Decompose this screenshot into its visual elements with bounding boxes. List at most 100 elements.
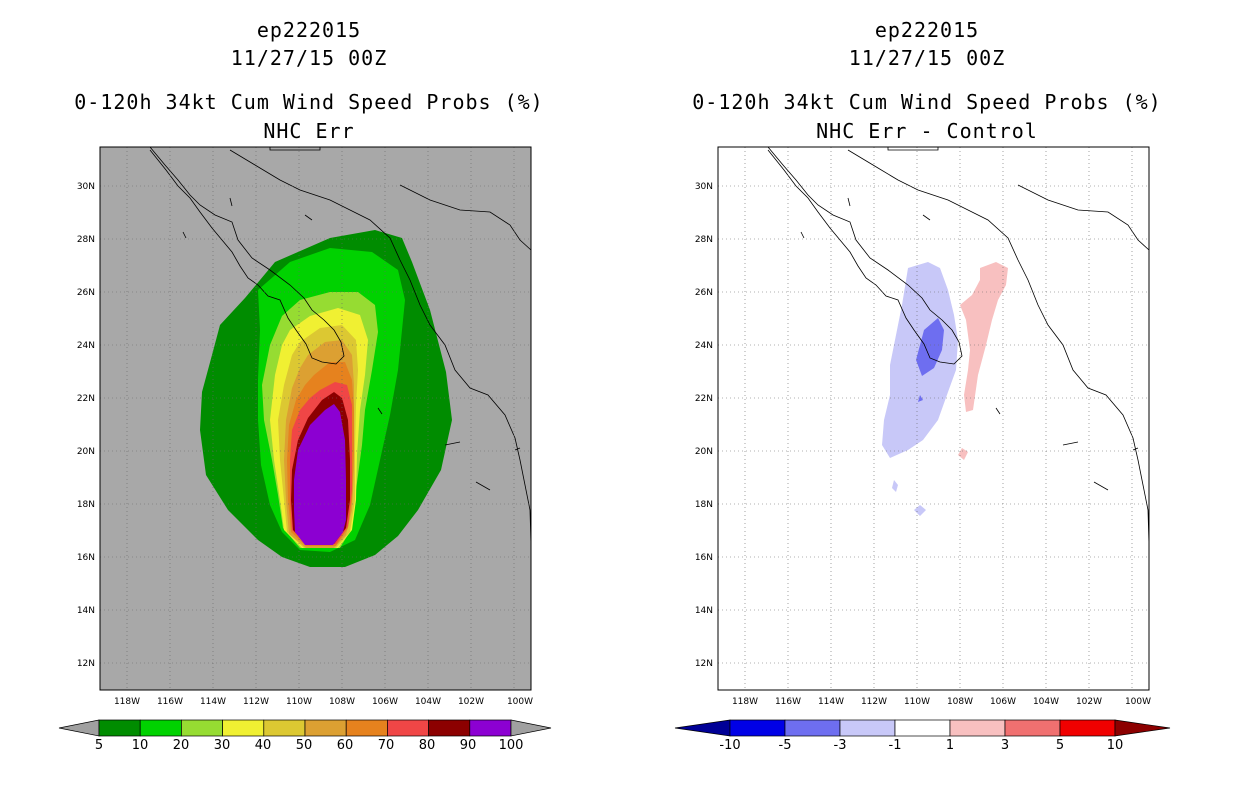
lon-label: 108W <box>947 697 973 707</box>
gulf-coastline <box>399 184 531 251</box>
lon-label: 116W <box>157 697 183 707</box>
colorbar-label: 5 <box>95 738 103 753</box>
plot-subtitle: NHC Err <box>263 119 355 143</box>
colorbar-label: -3 <box>834 738 847 753</box>
storm-id: ep222015 <box>874 18 980 42</box>
colorbar-swatch <box>345 719 388 737</box>
lon-label: 108W <box>329 697 355 707</box>
colorbar-swatch <box>98 719 141 737</box>
lat-label: 22N <box>77 394 95 404</box>
diff-pos-1 <box>958 262 1008 460</box>
colorbar-swatch <box>1059 719 1116 737</box>
lon-label: 118W <box>732 697 758 707</box>
lat-label: 18N <box>77 500 95 510</box>
left-panel: ep222015 11/27/15 00Z 0-120h 34kt Cum Wi… <box>58 18 552 753</box>
colorbar-label: 10 <box>1107 738 1124 753</box>
colorbar-swatch <box>949 719 1006 737</box>
colorbar-swatch <box>181 719 223 737</box>
lat-label: 24N <box>695 341 713 351</box>
colorbar-swatch <box>784 719 841 737</box>
lat-label: 20N <box>695 447 713 457</box>
colorbar-swatch <box>222 719 265 737</box>
colorbar-label: 1 <box>946 738 954 753</box>
lat-label: 26N <box>695 288 713 298</box>
colorbar-swatch <box>839 719 896 737</box>
colorbar-swatch <box>894 719 951 737</box>
datetime: 11/27/15 00Z <box>848 46 1006 70</box>
probability-map: 118W 116W 114W 112W 110W 108W 106W 104W … <box>58 146 552 753</box>
lat-label: 28N <box>695 235 713 245</box>
colorbar-label: 60 <box>337 738 354 753</box>
lon-label: 114W <box>818 697 844 707</box>
plot-title: 0-120h 34kt Cum Wind Speed Probs (%) <box>692 90 1162 114</box>
right-panel: ep222015 11/27/15 00Z 0-120h 34kt Cum Wi… <box>618 0 1236 800</box>
grid-lines <box>100 147 531 690</box>
colorbar-swatch <box>1004 719 1061 737</box>
colorbar-label: 100 <box>499 738 524 753</box>
colorbar-label: 70 <box>378 738 395 753</box>
lon-label: 104W <box>1033 697 1059 707</box>
border-line <box>887 147 939 151</box>
difference-map: 118W 116W 114W 112W 110W 108W 106W 104W … <box>674 146 1171 753</box>
lon-tick-labels: 118W 116W 114W 112W 110W 108W 106W 104W … <box>114 697 533 707</box>
border-line <box>269 147 321 151</box>
lon-label: 110W <box>286 697 312 707</box>
colorbar-swatch <box>387 719 429 737</box>
colorbar-swatch <box>304 719 347 737</box>
colorbar-label: 5 <box>1056 738 1064 753</box>
lon-label: 106W <box>990 697 1016 707</box>
lon-label: 114W <box>200 697 226 707</box>
baja-coastline <box>149 147 345 365</box>
lon-label: 100W <box>507 697 533 707</box>
storm-id: ep222015 <box>256 18 362 42</box>
lat-label: 14N <box>695 606 713 616</box>
gulf-coastline <box>1017 184 1149 251</box>
lat-label: 16N <box>77 553 95 563</box>
lat-tick-labels: 30N 28N 26N 24N 22N 20N 18N 16N 14N 12N <box>77 182 95 669</box>
lat-label: 26N <box>77 288 95 298</box>
lat-label: 30N <box>77 182 95 192</box>
islands <box>182 197 521 491</box>
colorbar-label: 30 <box>214 738 231 753</box>
colorbar-swatch <box>428 719 471 737</box>
grid-lines <box>718 147 1149 690</box>
colorbar-end-high <box>1114 719 1171 737</box>
lon-label: 110W <box>904 697 930 707</box>
colorbar-labels: -10 -5 -3 -1 1 3 5 10 <box>719 738 1123 753</box>
baja-coastline <box>767 147 963 365</box>
lat-label: 16N <box>695 553 713 563</box>
colorbar <box>58 719 552 737</box>
diff-neg-5 <box>916 318 944 402</box>
colorbar-end-low <box>58 719 100 737</box>
lat-label: 12N <box>77 659 95 669</box>
lat-label: 30N <box>695 182 713 192</box>
lon-label: 112W <box>861 697 887 707</box>
lon-label: 102W <box>1076 697 1102 707</box>
colorbar-label: -5 <box>779 738 792 753</box>
colorbar-labels: 5 10 20 30 40 50 60 70 80 90 100 <box>95 738 524 753</box>
colorbar-label: 50 <box>296 738 313 753</box>
plot-title: 0-120h 34kt Cum Wind Speed Probs (%) <box>74 90 544 114</box>
lon-label: 116W <box>775 697 801 707</box>
lon-label: 112W <box>243 697 269 707</box>
colorbar-swatch <box>263 719 306 737</box>
lat-label: 14N <box>77 606 95 616</box>
lat-label: 18N <box>695 500 713 510</box>
lat-label: 20N <box>77 447 95 457</box>
colorbar-label: 20 <box>173 738 190 753</box>
colorbar-swatch <box>469 719 512 737</box>
lat-tick-labels: 30N 28N 26N 24N 22N 20N 18N 16N 14N 12N <box>695 182 713 669</box>
lon-label: 102W <box>458 697 484 707</box>
colorbar-label: -10 <box>719 738 740 753</box>
lon-label: 100W <box>1125 697 1151 707</box>
datetime: 11/27/15 00Z <box>230 46 388 70</box>
colorbar-label: 3 <box>1001 738 1009 753</box>
lon-tick-labels: 118W 116W 114W 112W 110W 108W 106W 104W … <box>732 697 1151 707</box>
prob-90 <box>294 404 346 545</box>
lon-label: 104W <box>415 697 441 707</box>
colorbar-label: 40 <box>255 738 272 753</box>
lon-label: 118W <box>114 697 140 707</box>
lat-label: 24N <box>77 341 95 351</box>
colorbar-end-low <box>674 719 731 737</box>
colorbar-label: 80 <box>419 738 436 753</box>
